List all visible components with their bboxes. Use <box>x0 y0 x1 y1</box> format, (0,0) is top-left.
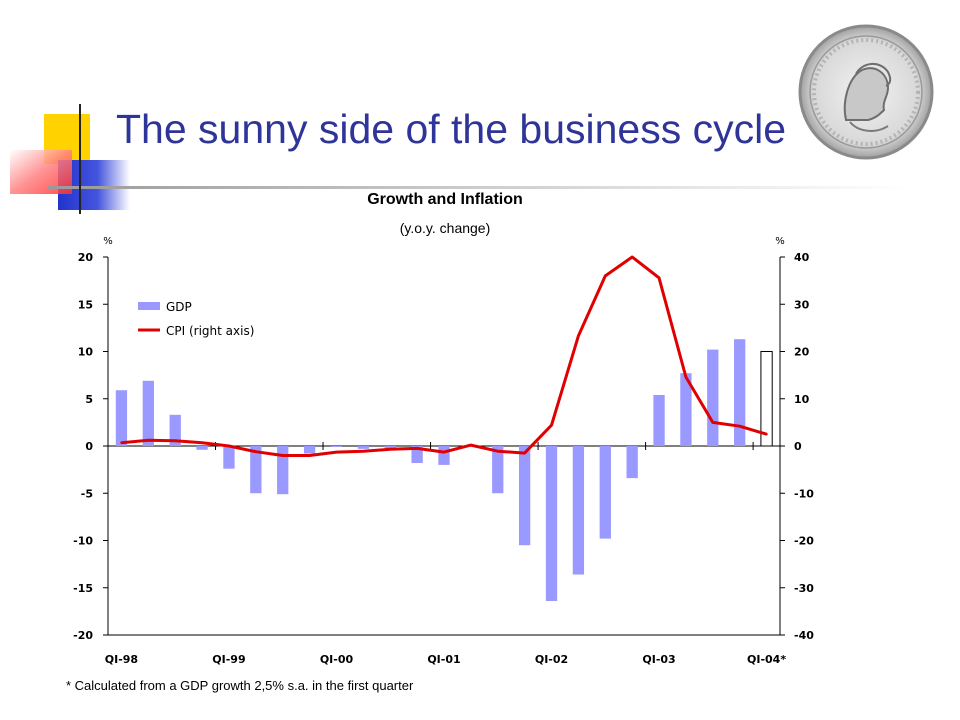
chart-title: Growth and Inflation <box>367 191 523 208</box>
footnote: * Calculated from a GDP growth 2,5% s.a.… <box>66 678 414 693</box>
cpi-point <box>523 451 526 455</box>
cpi-point <box>550 424 553 427</box>
cpi-point <box>335 450 338 454</box>
right-y-tick-label: 40 <box>794 251 810 264</box>
gdp-bar <box>438 446 450 465</box>
cpi-point <box>711 421 714 424</box>
cpi-point <box>200 441 204 444</box>
right-axis-unit: % <box>775 236 785 247</box>
left-y-tick-label: -20 <box>73 629 93 642</box>
x-tick-label: QI-99 <box>212 653 245 666</box>
cpi-point <box>174 439 177 443</box>
gdp-bar <box>599 446 611 539</box>
x-tick-label: QI-98 <box>105 653 138 666</box>
x-tick-label: QI-04* <box>747 653 786 666</box>
gdp-bar <box>653 394 665 446</box>
cpi-point <box>281 454 284 457</box>
gdp-bar <box>492 446 504 494</box>
cpi-point <box>738 424 741 428</box>
left-y-tick-label: -5 <box>81 487 93 500</box>
cpi-point <box>577 334 580 338</box>
cpi-point <box>362 449 365 453</box>
slide-corner-decoration-icon <box>10 104 908 214</box>
legend-swatch-gdp <box>138 302 160 310</box>
right-y-tick-label: 20 <box>794 346 810 359</box>
gdp-bar <box>169 414 181 446</box>
gdp-bar <box>223 446 235 469</box>
left-y-tick-label: 20 <box>78 251 94 264</box>
corner-vertical-line <box>79 104 81 214</box>
x-tick-label: QI-00 <box>320 653 354 666</box>
left-axis-unit: % <box>103 236 113 247</box>
gdp-bar <box>115 390 128 446</box>
right-y-tick-label: 30 <box>794 298 810 311</box>
gdp-bar <box>250 446 262 494</box>
cpi-point <box>442 450 446 454</box>
cpi-point <box>630 255 634 259</box>
cpi-point <box>120 441 123 444</box>
right-y-tick-label: -30 <box>794 582 814 595</box>
cpi-point <box>496 449 499 453</box>
chart-subtitle: (y.o.y. change) <box>399 220 491 236</box>
right-y-tick-label: -40 <box>794 629 814 642</box>
cpi-point <box>308 454 311 457</box>
gdp-bar <box>545 446 558 601</box>
cpi-point <box>604 274 607 278</box>
gdp-bar <box>680 373 692 446</box>
cpi-point <box>684 375 688 379</box>
left-y-tick-label: -10 <box>73 535 93 548</box>
gdp-bar <box>411 446 423 464</box>
left-y-tick-label: 5 <box>85 393 93 406</box>
right-y-tick-label: 10 <box>794 393 810 406</box>
gdp-bar <box>277 446 289 495</box>
gdp-bar <box>707 349 719 446</box>
left-y-tick-label: -15 <box>73 582 93 595</box>
left-y-tick-label: 15 <box>78 298 93 311</box>
title-underline <box>48 186 908 189</box>
x-tick-label: QI-03 <box>642 653 675 666</box>
gdp-bar <box>734 339 746 446</box>
gdp-bar <box>303 446 316 454</box>
gdp-bar <box>196 446 208 450</box>
cpi-point <box>227 444 231 448</box>
slide-title: The sunny side of the business cycle <box>116 106 787 152</box>
cpi-point <box>389 448 392 451</box>
right-y-tick-label: 0 <box>794 440 802 453</box>
left-y-tick-label: 10 <box>78 346 94 359</box>
cpi-point <box>469 443 473 447</box>
gdp-bar <box>572 446 585 575</box>
gdp-bar <box>626 446 638 479</box>
cpi-point <box>254 450 258 453</box>
gdp-bar <box>330 446 343 447</box>
legend-label-gdp: GDP <box>166 300 192 314</box>
right-y-tick-label: -10 <box>794 487 814 500</box>
x-tick-label: QI-02 <box>535 653 568 666</box>
gdp-bar <box>142 380 154 446</box>
cpi-line <box>121 255 768 457</box>
right-y-tick-label: -20 <box>794 535 814 548</box>
gdp-bar <box>518 446 531 546</box>
cpi-point <box>415 447 419 450</box>
argentine-coin-seal-icon <box>798 24 934 160</box>
cpi-point <box>147 439 150 442</box>
gdp-bar <box>760 351 773 447</box>
cpi-point <box>657 276 661 279</box>
x-tick-label: QI-01 <box>427 653 460 666</box>
gdp-bar <box>357 446 370 449</box>
cpi-point <box>765 432 768 436</box>
left-y-tick-label: 0 <box>85 440 93 453</box>
legend-label-cpi: CPI (right axis) <box>166 324 254 338</box>
